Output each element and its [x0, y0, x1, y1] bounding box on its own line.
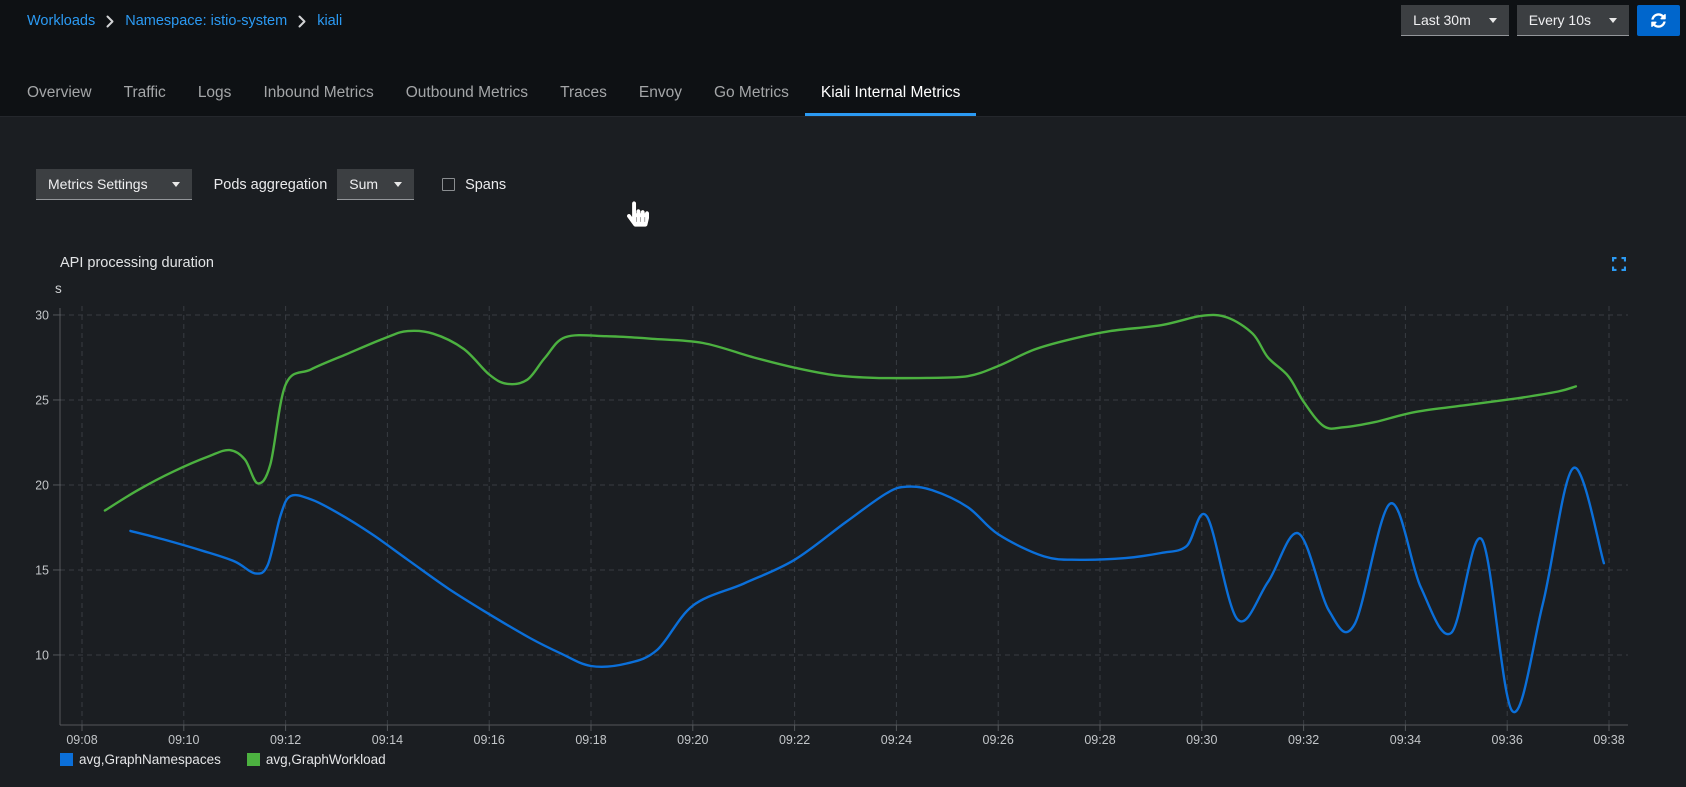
expand-chart-button[interactable]: [1610, 255, 1628, 273]
chart-card: API processing duration s 09:08 09:10 09:1…: [36, 255, 1650, 767]
svg-text:09:28: 09:28: [1084, 733, 1115, 747]
svg-text:09:38: 09:38: [1593, 733, 1624, 747]
legend-label: avg,GraphNamespaces: [79, 751, 221, 767]
refresh-interval-value: Every 10s: [1528, 12, 1591, 28]
svg-text:09:14: 09:14: [372, 733, 403, 747]
svg-text:09:36: 09:36: [1492, 733, 1523, 747]
svg-text:09:12: 09:12: [270, 733, 301, 747]
legend-label: avg,GraphWorkload: [265, 751, 386, 767]
tab-logs[interactable]: Logs: [197, 84, 232, 101]
svg-text:09:30: 09:30: [1186, 733, 1217, 747]
svg-text:30: 30: [36, 308, 49, 322]
svg-text:09:22: 09:22: [779, 733, 810, 747]
api-processing-duration-chart[interactable]: 09:08 09:10 09:12 09:14 09:16 09:18 09:20 09:22…: [36, 300, 1650, 752]
svg-text:09:18: 09:18: [575, 733, 606, 747]
breadcrumb-workload-kiali[interactable]: kiali: [317, 13, 343, 29]
legend-swatch-green: [246, 752, 260, 766]
duration-select-value: Last 30m: [1413, 12, 1471, 28]
svg-text:15: 15: [36, 563, 49, 577]
pods-aggregation-value: Sum: [349, 176, 379, 192]
legend-item-graphnamespaces[interactable]: avg,GraphNamespaces: [60, 752, 221, 767]
y-axis-unit-label: s: [55, 281, 62, 296]
tab-traces[interactable]: Traces: [560, 84, 607, 101]
svg-text:09:10: 09:10: [168, 733, 199, 747]
tab-go-metrics[interactable]: Go Metrics: [713, 84, 789, 101]
metrics-toolbar: Metrics Settings Pods aggregation Sum Sp…: [36, 169, 1650, 200]
expand-icon: [1611, 256, 1627, 274]
tab-outbound-metrics[interactable]: Outbound Metrics: [405, 84, 529, 101]
tab-traffic[interactable]: Traffic: [123, 84, 166, 101]
caret-down-icon: [394, 181, 403, 187]
pods-aggregation-select[interactable]: Sum: [337, 169, 415, 200]
page-header: Workloads Namespace: istio-system kiali …: [0, 0, 1686, 117]
metrics-panel: Metrics Settings Pods aggregation Sum Sp…: [0, 117, 1686, 787]
spans-checkbox[interactable]: Spans: [442, 177, 506, 193]
angle-right-icon: [106, 15, 114, 28]
caret-down-icon: [1488, 17, 1497, 23]
legend-item-graphworkload[interactable]: avg,GraphWorkload: [246, 751, 386, 767]
caret-down-icon: [171, 181, 180, 187]
breadcrumb-workloads[interactable]: Workloads: [27, 13, 96, 29]
metrics-settings-label: Metrics Settings: [48, 176, 148, 192]
tab-envoy[interactable]: Envoy: [638, 84, 682, 101]
chart-legend: avg,GraphNamespaces avg,GraphWorkload: [60, 752, 1650, 767]
angle-right-icon: [298, 15, 306, 28]
svg-text:09:20: 09:20: [677, 733, 708, 747]
metrics-settings-select[interactable]: Metrics Settings: [36, 169, 192, 200]
svg-text:09:34: 09:34: [1390, 733, 1421, 747]
svg-text:09:16: 09:16: [474, 733, 505, 747]
svg-text:10: 10: [36, 648, 49, 662]
top-controls: Last 30m Every 10s: [1401, 5, 1680, 36]
svg-text:09:32: 09:32: [1288, 733, 1319, 747]
breadcrumb: Workloads Namespace: istio-system kiali: [27, 13, 342, 29]
svg-text:25: 25: [36, 393, 49, 407]
sync-icon: [1651, 13, 1666, 28]
pods-aggregation-label: Pods aggregation: [213, 176, 328, 193]
svg-text:20: 20: [36, 478, 49, 492]
tab-bar: Overview Traffic Logs Inbound Metrics Ou…: [11, 71, 977, 116]
checkbox-box: [442, 178, 456, 191]
spans-label: Spans: [465, 176, 507, 193]
tab-inbound-metrics[interactable]: Inbound Metrics: [263, 84, 374, 101]
chart-header: API processing duration: [36, 255, 1650, 273]
svg-text:09:26: 09:26: [983, 733, 1014, 747]
tab-overview[interactable]: Overview: [27, 84, 92, 101]
refresh-button[interactable]: [1637, 5, 1680, 36]
caret-down-icon: [1609, 17, 1617, 23]
duration-select[interactable]: Last 30m: [1401, 5, 1509, 36]
svg-text:09:08: 09:08: [66, 733, 97, 747]
breadcrumb-namespace[interactable]: Namespace: istio-system: [125, 13, 288, 29]
svg-text:09:24: 09:24: [881, 733, 912, 747]
chart-title: API processing duration: [60, 255, 214, 271]
legend-swatch-blue: [60, 752, 73, 766]
refresh-interval-select[interactable]: Every 10s: [1516, 5, 1629, 36]
tab-kiali-internal-metrics[interactable]: Kiali Internal Metrics: [804, 71, 977, 116]
